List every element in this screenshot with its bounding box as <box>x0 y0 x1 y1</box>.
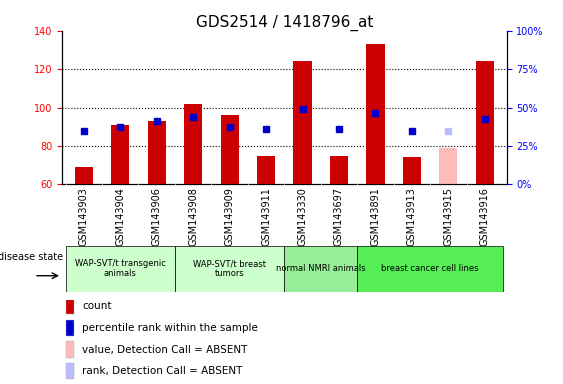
Text: rank, Detection Call = ABSENT: rank, Detection Call = ABSENT <box>82 366 242 376</box>
Title: GDS2514 / 1418796_at: GDS2514 / 1418796_at <box>195 15 373 31</box>
Text: GSM143904: GSM143904 <box>115 187 125 246</box>
Bar <box>367 44 385 184</box>
Bar <box>184 104 202 184</box>
Bar <box>284 246 358 292</box>
Bar <box>403 157 421 184</box>
Text: WAP-SVT/t transgenic
animals: WAP-SVT/t transgenic animals <box>75 259 166 278</box>
Text: GSM143330: GSM143330 <box>297 187 307 246</box>
Bar <box>330 156 348 184</box>
Text: GSM143903: GSM143903 <box>79 187 89 246</box>
Bar <box>175 246 284 292</box>
Text: GSM143913: GSM143913 <box>407 187 417 246</box>
Text: count: count <box>82 301 111 311</box>
Text: GSM143908: GSM143908 <box>188 187 198 246</box>
Text: normal NMRI animals: normal NMRI animals <box>276 264 365 273</box>
Text: WAP-SVT/t breast
tumors: WAP-SVT/t breast tumors <box>193 259 266 278</box>
Text: breast cancer cell lines: breast cancer cell lines <box>381 264 479 273</box>
Bar <box>148 121 166 184</box>
Text: percentile rank within the sample: percentile rank within the sample <box>82 323 258 333</box>
Bar <box>221 115 239 184</box>
Bar <box>439 148 458 184</box>
Bar <box>66 319 74 336</box>
Text: GSM143906: GSM143906 <box>151 187 162 246</box>
Text: GSM143891: GSM143891 <box>370 187 381 246</box>
Bar <box>111 125 129 184</box>
Text: GSM143697: GSM143697 <box>334 187 344 247</box>
Text: GSM143916: GSM143916 <box>480 187 490 246</box>
Text: GSM143915: GSM143915 <box>444 187 453 247</box>
Bar <box>293 61 312 184</box>
Bar <box>257 156 275 184</box>
Bar <box>476 61 494 184</box>
Text: value, Detection Call = ABSENT: value, Detection Call = ABSENT <box>82 344 247 354</box>
Bar <box>66 341 74 358</box>
Bar <box>65 246 175 292</box>
Text: GSM143909: GSM143909 <box>225 187 235 246</box>
Text: disease state: disease state <box>0 252 64 262</box>
Bar <box>75 167 93 184</box>
Text: GSM143911: GSM143911 <box>261 187 271 246</box>
Bar <box>66 363 74 379</box>
Bar <box>66 298 74 314</box>
Bar <box>358 246 503 292</box>
